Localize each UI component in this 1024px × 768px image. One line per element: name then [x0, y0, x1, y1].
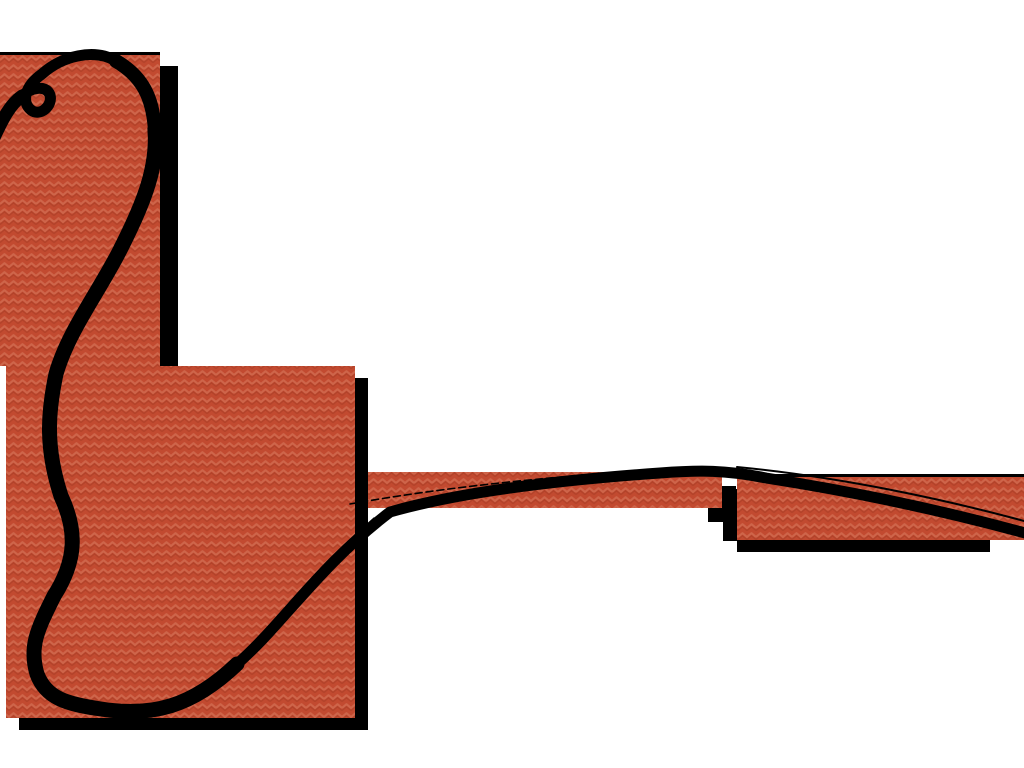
- string-main-path: [0, 49, 1024, 717]
- fabric-strip-right: [737, 477, 1024, 540]
- strip-right-bottom-shadow: [737, 540, 990, 552]
- strip-right-top-edge-line: [737, 474, 1024, 477]
- strip-right-left-notch-shadow: [723, 489, 737, 541]
- string-strip-hairline: [349, 466, 691, 505]
- string-left-hairline: [27, 127, 375, 715]
- string-right-hairline: [736, 466, 1024, 523]
- string-doodle: [0, 49, 1024, 719]
- wide-fabric-block: [6, 366, 355, 718]
